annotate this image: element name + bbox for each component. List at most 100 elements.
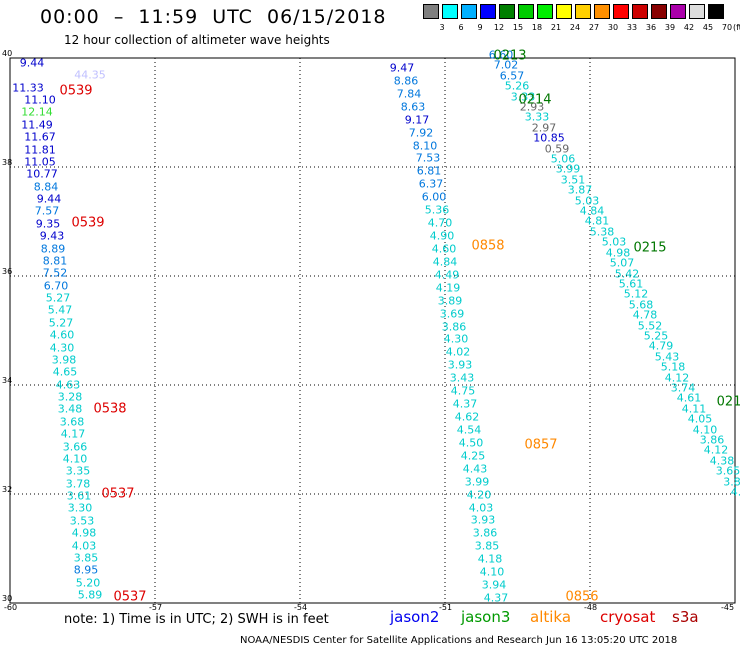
wave-height-label: 4.05 [687, 412, 713, 426]
scale-swatch [480, 4, 496, 19]
pass-time-label: 0539 [59, 83, 93, 99]
pass-time-label: 0539 [71, 215, 105, 231]
wave-height-label: 8.81 [42, 254, 68, 268]
scale-swatch [613, 4, 629, 19]
wave-height-label: 3.93 [447, 358, 473, 372]
wave-height-label: 44.35 [74, 68, 106, 82]
wave-height-label: 4.65 [52, 365, 78, 379]
wave-height-label: 4.98 [605, 246, 631, 260]
wave-height-label: 5.25 [643, 329, 669, 343]
wave-height-label: 4.49 [434, 268, 460, 282]
scale-label: (ft) [732, 23, 740, 32]
credit-line: NOAA/NESDIS Center for Satellite Applica… [240, 635, 678, 646]
wave-height-label: 5.47 [47, 303, 73, 317]
wave-height-label: 4.79 [648, 339, 674, 353]
wave-height-label: 3.85 [73, 551, 99, 565]
wave-height-label: 3.35 [65, 464, 91, 478]
lon-tick-label: -51 [439, 603, 453, 612]
wave-height-label: 6.00 [421, 190, 447, 204]
wave-height-label: 4.10 [62, 452, 88, 466]
wave-height-label: 4.20 [466, 488, 492, 502]
wave-height-label: 8.84 [33, 180, 59, 194]
lat-tick-label: 38 [2, 158, 13, 167]
scale-swatch [594, 4, 610, 19]
wave-height-label: 3.98 [51, 353, 77, 367]
lon-tick-label: -54 [294, 603, 308, 612]
wave-height-label: 5.07 [609, 256, 635, 270]
wave-height-label: 4.10 [692, 423, 718, 437]
wave-height-label: 5.18 [660, 360, 686, 374]
wave-height-label: 9.35 [35, 217, 61, 231]
wave-height-label: 6.57 [499, 69, 525, 83]
pass-time-label: 0856 [565, 589, 599, 605]
wave-height-label: 2.97 [531, 121, 557, 135]
scale-swatch [670, 4, 686, 19]
wave-height-label: 4.54 [456, 423, 482, 437]
wave-height-label: 3.66 [62, 440, 88, 454]
wave-height-label: 4.61 [676, 391, 702, 405]
wave-height-label: 4.63 [55, 378, 81, 392]
scale-swatch [537, 4, 553, 19]
wave-height-label: 5.06 [550, 152, 576, 166]
pass-time-label: 0538 [93, 401, 127, 417]
scale-label: 24 [569, 23, 581, 32]
legend-item-jason2: jason2 [390, 608, 440, 626]
wave-height-label: 4.84 [579, 204, 605, 218]
wave-height-label: 5.42 [614, 267, 640, 280]
scale-label: 21 [550, 23, 562, 32]
wave-height-label: 3.89 [437, 294, 463, 308]
scale-swatch [632, 4, 648, 19]
wave-height-label: 11.10 [24, 93, 56, 107]
scale-label: 42 [683, 23, 695, 32]
scale-label: 15 [512, 23, 524, 32]
grid-lines [9, 57, 736, 604]
pass-time-label: 0537 [113, 589, 147, 605]
wave-height-label: 6.37 [418, 177, 444, 191]
wave-height-label: 4.84 [432, 255, 458, 269]
wave-height-label: 9.17 [404, 113, 430, 127]
scale-swatch [518, 4, 534, 19]
pass-time-label: 0214 [518, 92, 552, 108]
wave-height-label: 4.50 [458, 436, 484, 450]
scale-label: 39 [664, 23, 676, 32]
legend-item-jason3: jason3 [461, 608, 511, 626]
wave-height-label: 6.81 [416, 164, 442, 178]
wave-height-label: 8.86 [393, 74, 419, 88]
wave-height-label: 4.12 [664, 371, 690, 385]
wave-height-label: 3.43 [449, 371, 475, 385]
wave-height-label: 4.98 [71, 526, 97, 540]
wave-height-label: 4.30 [443, 332, 469, 346]
wave-height-label: 3.28 [57, 390, 83, 404]
wave-height-label: 5.27 [48, 316, 74, 330]
chart-subtitle: 12 hour collection of altimeter wave hei… [64, 33, 330, 47]
scale-label: 70 [721, 23, 733, 32]
wave-height-label: 3.33 [524, 110, 550, 124]
wave-height-label: 4.10 [479, 565, 505, 579]
scale-label: 30 [607, 23, 619, 32]
lat-tick-label: 36 [2, 267, 13, 276]
wave-height-label: 3.61 [66, 489, 92, 503]
wave-height-label: 4.81 [584, 214, 610, 228]
wave-height-label: 3.30 [67, 501, 93, 515]
wave-height-label: 11.33 [12, 81, 44, 95]
scale-label: 18 [531, 23, 543, 32]
wave-height-label: 4.02 [445, 345, 471, 359]
wave-height-label: 8.89 [40, 242, 66, 256]
wave-height-label: 4.38 [709, 454, 735, 468]
wave-height-label: 9.44 [19, 56, 45, 70]
wave-height-label: 11.67 [24, 130, 56, 144]
wave-height-label: 7.84 [396, 87, 422, 101]
wave-height-label: 3.93 [470, 513, 496, 527]
lon-tick-label: -48 [584, 603, 598, 612]
wave-height-label: 3.85 [474, 539, 500, 553]
wave-height-label: 5.36 [424, 203, 450, 217]
pass-time-label: 0857 [524, 437, 558, 453]
pass-time-label: 021 [716, 394, 740, 410]
lat-tick-label: 40 [2, 49, 13, 58]
scale-swatch [651, 4, 667, 19]
wave-height-label: 4. [730, 485, 740, 499]
wave-height-label: 4.43 [462, 462, 488, 476]
scale-label: 36 [645, 23, 657, 32]
wave-height-label: 4.70 [427, 216, 453, 230]
